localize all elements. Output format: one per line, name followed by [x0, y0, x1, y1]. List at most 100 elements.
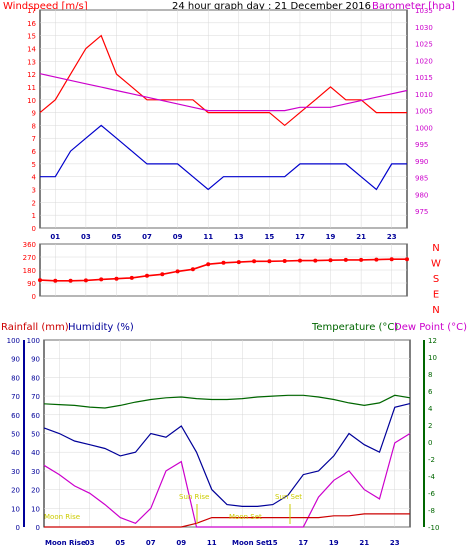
rainfall-tick-label: 60	[11, 412, 20, 420]
hour-tick-label: 09	[173, 233, 183, 241]
rainfall-tick-label: 20	[11, 487, 20, 495]
wind-tick-label: 6	[32, 148, 37, 156]
hour-tick-label: 05	[112, 233, 122, 241]
rainfall-tick-label: 10	[11, 505, 20, 513]
direction-tick-label: 0	[32, 293, 36, 301]
humidity-tick-label: 90	[31, 356, 40, 364]
temperature-axis-title: Temperature (°C)	[311, 322, 398, 333]
wind-tick-label: 14	[27, 45, 36, 53]
wind-tick-label: 7	[32, 135, 36, 143]
wind-tick-label: 16	[27, 20, 36, 28]
bottom-hour-tick-label: 17	[298, 539, 308, 547]
direction-tick-label: 90	[27, 280, 36, 288]
humidity-tick-label: 10	[31, 505, 40, 513]
barometer-tick-label: 985	[415, 175, 428, 183]
barometer-tick-label: 1030	[415, 24, 433, 32]
hour-tick-label: 11	[203, 233, 213, 241]
wind-tick-label: 11	[27, 84, 36, 92]
wind-tick-label: 15	[27, 33, 36, 41]
temperature-tick-label: 6	[428, 388, 433, 396]
bottom-hour-tick-label: 07	[146, 539, 156, 547]
wind-tick-label: 9	[32, 110, 36, 118]
wind-tick-label: 4	[32, 174, 37, 182]
hour-tick-label: 03	[81, 233, 91, 241]
humidity-axis-title: Humidity (%)	[68, 322, 134, 333]
humidity-tick-label: 80	[31, 374, 40, 382]
humidity-tick-label: 60	[31, 412, 40, 420]
bottom-hour-tick-label: 11	[207, 539, 217, 547]
wind-tick-label: 2	[32, 199, 36, 207]
bottom-hour-tick-label: 05	[115, 539, 125, 547]
humidity-tick-label: 100	[27, 337, 40, 345]
hour-tick-label: 07	[142, 233, 152, 241]
rainfall-tick-label: 90	[11, 356, 20, 364]
rainfall-tick-label: 100	[7, 337, 20, 345]
bottom-hour-tick-label: 19	[329, 539, 339, 547]
compass-label: W	[431, 259, 441, 270]
hour-tick-label: 17	[295, 233, 305, 241]
barometer-tick-label: 1005	[415, 108, 433, 116]
barometer-tick-label: 995	[415, 141, 428, 149]
wind-tick-label: 12	[27, 71, 36, 79]
chart-title: 24 hour graph day : 21 December 2016	[172, 1, 371, 12]
barometer-tick-label: 1015	[415, 74, 433, 82]
barometer-tick-label: 990	[415, 158, 428, 166]
wind-tick-label: 13	[27, 58, 36, 66]
temperature-tick-label: 10	[428, 354, 437, 362]
bottom-moon-set-label: Moon Set	[232, 539, 270, 547]
series-rainfall-line	[44, 513, 410, 528]
series-barometer-line	[39, 73, 408, 112]
barometer-tick-label: 1020	[415, 57, 433, 65]
rainfall-tick-label: 80	[11, 374, 20, 382]
wind-tick-label: 3	[32, 187, 36, 195]
humidity-tick-label: 0	[36, 524, 40, 532]
temperature-tick-label: -4	[428, 473, 436, 481]
compass-label: N	[432, 243, 439, 254]
direction-tick-label: 360	[23, 241, 36, 249]
barometer-tick-label: 1035	[415, 7, 433, 15]
barometer-tick-label: 980	[415, 191, 428, 199]
temperature-tick-label: -6	[428, 490, 436, 498]
series-humidity-line	[43, 403, 411, 507]
temperature-tick-label: -8	[428, 507, 435, 515]
wind-baro-panel	[39, 9, 408, 229]
moon-rise-label: Moon Rise	[44, 513, 80, 521]
direction-trace	[39, 258, 407, 282]
moon-set-label: Moon Set	[229, 513, 262, 521]
compass-label: S	[433, 274, 439, 285]
rainfall-tick-label: 50	[11, 431, 20, 439]
series-temperature-line	[43, 394, 411, 409]
sun-set-label: Sun Set	[275, 493, 302, 501]
barometer-tick-label: 1010	[415, 91, 433, 99]
wind-tick-label: 10	[27, 97, 36, 105]
barometer-tick-label: 975	[415, 208, 428, 216]
bottom-hour-tick-label: 23	[390, 539, 400, 547]
temperature-tick-label: 12	[428, 337, 437, 345]
wind-tick-label: 17	[27, 7, 36, 15]
hour-tick-label: 15	[265, 233, 275, 241]
compass-label: N	[432, 305, 439, 316]
humidity-tick-label: 40	[31, 449, 40, 457]
barometer-tick-label: 1000	[415, 124, 433, 132]
temperature-tick-label: -10	[428, 524, 439, 532]
temperature-tick-label: 2	[428, 422, 432, 430]
compass-label: E	[433, 290, 439, 301]
rainfall-axis-title: Rainfall (mm)	[1, 322, 69, 333]
bottom-moon-rise-label: Moon Rise	[45, 539, 86, 547]
temperature-tick-label: 0	[428, 439, 432, 447]
series-dew-point-line	[43, 432, 411, 528]
humidity-tick-label: 70	[31, 393, 40, 401]
series-wind-gust-line	[39, 34, 407, 127]
bottom-hour-tick-label: 21	[359, 539, 369, 547]
bottom-hour-tick-label: 09	[176, 539, 186, 547]
hour-tick-label: 13	[234, 233, 244, 241]
bottom-hour-tick-label: 15	[268, 539, 278, 547]
rainfall-tick-label: 70	[11, 393, 20, 401]
rainfall-tick-label: 40	[11, 449, 20, 457]
hour-tick-label: 23	[387, 233, 397, 241]
temperature-tick-label: 4	[428, 405, 433, 413]
hour-tick-label: 01	[50, 233, 60, 241]
temperature-tick-label: 8	[428, 371, 432, 379]
rainfall-tick-label: 0	[16, 524, 20, 532]
